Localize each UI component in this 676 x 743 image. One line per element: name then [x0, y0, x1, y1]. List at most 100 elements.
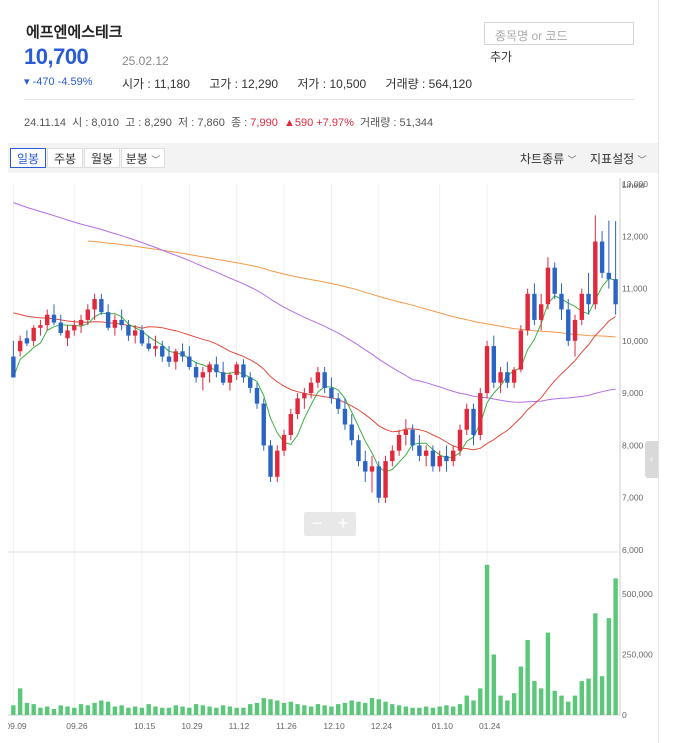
- volume-bar: [132, 706, 138, 715]
- volume-bar: [478, 688, 483, 715]
- date-tick-label: 09.26: [66, 721, 88, 731]
- volume-bar: [451, 706, 456, 715]
- volume-bar: [295, 704, 300, 715]
- candle-body: [478, 393, 483, 435]
- candle-body: [295, 398, 300, 415]
- volume-bar: [254, 702, 260, 715]
- candle-body: [451, 450, 456, 462]
- hover-date: 24.11.14: [24, 117, 67, 129]
- volume-bar: [464, 695, 469, 715]
- volume-bar: [437, 706, 442, 715]
- zoom-control: − +: [304, 512, 356, 536]
- candle-body: [302, 393, 307, 399]
- candle-body: [538, 304, 544, 320]
- volume-bar: [369, 698, 375, 715]
- candle-body: [430, 450, 436, 467]
- indicator-label: 지표설정: [590, 152, 635, 166]
- volume-bar: [180, 706, 185, 715]
- zoom-in-button[interactable]: +: [337, 513, 349, 533]
- chevron-left-icon[interactable]: ‹: [645, 441, 658, 478]
- date-tick-label: 10.15: [134, 721, 156, 731]
- zoom-out-button[interactable]: −: [311, 513, 323, 533]
- candle-body: [281, 434, 287, 451]
- candle-body: [227, 374, 233, 383]
- volume-bar: [518, 666, 524, 715]
- volume-bar: [24, 702, 30, 715]
- candle-body: [45, 314, 50, 326]
- candle-body: [363, 461, 368, 472]
- volume-bar: [126, 707, 131, 715]
- volume-bar: [38, 707, 43, 715]
- tab-minute-label: 분봉: [125, 152, 148, 166]
- candle-body: [153, 346, 158, 349]
- candle-body: [207, 364, 212, 373]
- candle-body: [579, 293, 584, 320]
- volume-bar: [166, 707, 172, 715]
- date-tick-label: 11.26: [276, 721, 297, 731]
- candle-body: [99, 299, 104, 313]
- candle-body: [268, 445, 273, 477]
- candle-body: [572, 319, 578, 341]
- candle-body: [464, 408, 469, 430]
- volume-bar: [417, 707, 422, 715]
- candle-body: [139, 330, 145, 344]
- ma120-line: [87, 240, 616, 338]
- volume-bar: [491, 654, 497, 715]
- candle-body: [166, 356, 172, 362]
- volume-bar: [532, 681, 537, 715]
- ma5-line: [12, 277, 616, 473]
- hover-quote: 24.11.14 시 : 8,010 고 : 8,290 저 : 7,860 종…: [24, 114, 433, 130]
- date-tick-label: 09.09: [8, 721, 27, 731]
- price-tick-label: 7,000: [622, 493, 644, 503]
- volume-bar: [248, 704, 253, 715]
- price-tick-label: 12,000: [622, 231, 648, 241]
- candle-body: [180, 351, 185, 357]
- candle-body: [261, 403, 266, 446]
- tab-daily[interactable]: 일봉: [10, 148, 46, 168]
- candle-body: [275, 450, 280, 477]
- candle-body: [85, 309, 91, 320]
- candle-body: [491, 346, 497, 383]
- date-tick-label: 01.10: [432, 721, 454, 731]
- candle-body: [58, 322, 63, 334]
- candle-body: [288, 414, 294, 435]
- candle-body: [423, 450, 429, 456]
- volume-bar: [92, 702, 97, 715]
- indicator-dropdown[interactable]: 지표설정 ﹀: [590, 150, 647, 167]
- chevron-down-icon: ﹀: [567, 155, 577, 165]
- candle-body: [160, 346, 165, 357]
- volume-bar: [606, 618, 612, 715]
- volume-bar: [31, 704, 36, 715]
- candle-body: [248, 377, 253, 388]
- volume-bar: [613, 578, 618, 715]
- search-input[interactable]: 종목명 or 코드: [484, 22, 634, 45]
- volume-bar: [484, 564, 490, 715]
- candle-body: [65, 330, 70, 339]
- volume-bar: [45, 706, 50, 715]
- tab-minute[interactable]: 분봉 ﹀: [121, 148, 165, 168]
- volume-bar: [200, 705, 206, 715]
- candle-body: [552, 267, 557, 294]
- volume-tick-label: 500,000: [622, 589, 653, 599]
- candle-body: [444, 455, 449, 462]
- candle-body: [308, 382, 314, 394]
- add-button[interactable]: 추가: [490, 50, 513, 64]
- candle-body: [322, 372, 327, 388]
- tab-monthly[interactable]: 월봉: [84, 148, 120, 168]
- volume-bar: [214, 707, 219, 715]
- volume-bar: [423, 706, 429, 715]
- volume-bar: [356, 701, 361, 715]
- candle-body: [599, 241, 605, 273]
- stock-chart[interactable]: Linear 13,000 12,000 11,000 10,000 9,000 8,000…: [5, 178, 658, 743]
- volume-bar: [146, 704, 151, 715]
- volume-bar: [112, 706, 118, 715]
- stock-name: 에프엔에스테크: [26, 24, 123, 41]
- candle-body: [220, 372, 226, 383]
- tab-weekly[interactable]: 주봉: [47, 148, 83, 168]
- low-price: 저가 : 10,500: [297, 77, 367, 91]
- candle-body: [545, 267, 551, 305]
- volume-bar: [363, 702, 368, 715]
- chart-type-dropdown[interactable]: 차트종류 ﹀: [520, 150, 577, 167]
- candle-body: [403, 429, 409, 435]
